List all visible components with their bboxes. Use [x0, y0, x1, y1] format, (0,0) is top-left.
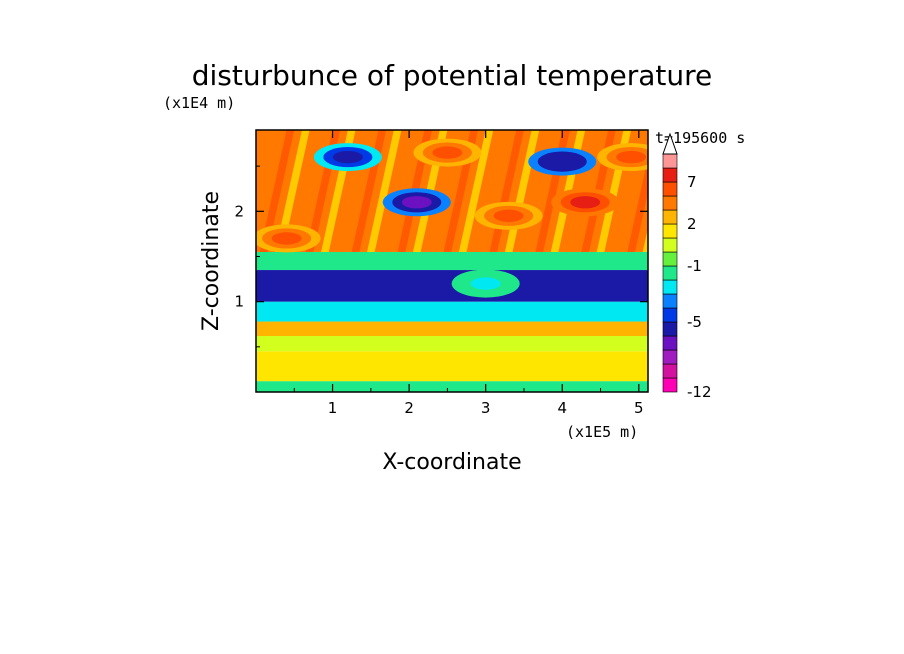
field-band — [256, 270, 648, 302]
colorbar-tick-label: 7 — [687, 173, 697, 191]
field-feature — [470, 277, 501, 290]
y-scale-label: (x1E4 m) — [163, 94, 235, 112]
colorbar-tick-label: 2 — [687, 215, 697, 233]
colorbar-tick-label: -1 — [687, 257, 702, 275]
colorbar-swatch — [662, 251, 678, 267]
field-band — [256, 321, 648, 336]
colorbar: -12-5-127 — [662, 132, 712, 401]
colorbar-swatch — [662, 181, 678, 197]
field-band — [256, 251, 648, 271]
y-tick-label: 1 — [234, 293, 244, 311]
field-band — [256, 351, 648, 382]
wave-stripe — [367, 130, 402, 252]
x-scale-label: (x1E5 m) — [566, 423, 638, 441]
field-feature — [432, 146, 463, 159]
x-axis-label: X-coordinate — [382, 450, 521, 475]
field-feature — [493, 209, 524, 222]
colorbar-swatch — [662, 335, 678, 351]
field-band — [256, 381, 648, 392]
colorbar-swatch — [662, 307, 678, 323]
field-feature — [271, 232, 302, 245]
colorbar-swatch — [662, 195, 678, 211]
y-axis-label: Z-coordinate — [199, 191, 224, 331]
colorbar-swatch — [662, 265, 678, 281]
field-feature — [616, 150, 647, 164]
wave-stripe — [259, 130, 295, 252]
colorbar-swatch — [662, 321, 678, 337]
colorbar-swatch — [662, 377, 678, 393]
colorbar-swatch — [662, 237, 678, 253]
x-tick-label: 4 — [557, 399, 567, 417]
wave-stripe — [627, 157, 648, 252]
x-axis: 1 2 3 4 5 — [293, 130, 644, 417]
wave-stripe — [458, 130, 494, 252]
colorbar-tick-label: -5 — [687, 313, 702, 331]
y-axis: 12 — [234, 165, 648, 348]
colorbar-swatch — [662, 293, 678, 309]
colorbar-swatch — [662, 167, 678, 183]
colorbar-swatch — [662, 209, 678, 225]
colorbar-swatch — [662, 223, 678, 239]
colorbar-swatch — [662, 349, 678, 365]
colorbar-swatch — [662, 153, 678, 169]
time-label: t=195600 s — [655, 129, 745, 147]
colorbar-swatch — [662, 363, 678, 379]
wave-stripe — [642, 227, 648, 252]
field-feature — [332, 150, 363, 164]
x-tick-label: 3 — [481, 399, 491, 417]
heatmap-field — [256, 130, 648, 392]
field-feature — [547, 155, 578, 168]
field-band — [256, 301, 648, 322]
colorbar-tick-label: -12 — [687, 383, 712, 401]
field-feature — [570, 196, 601, 209]
x-tick-label: 1 — [328, 399, 338, 417]
y-tick-label: 2 — [234, 202, 244, 220]
colorbar-arrow — [662, 132, 678, 155]
chart-title: disturbunce of potential temperature — [192, 59, 713, 92]
plot-frame — [255, 129, 649, 393]
colorbar-swatch — [662, 279, 678, 295]
field-feature — [401, 196, 432, 209]
x-tick-label: 2 — [404, 399, 414, 417]
wave-stripe — [275, 130, 310, 252]
field-band — [256, 335, 648, 352]
x-tick-label: 5 — [634, 399, 644, 417]
